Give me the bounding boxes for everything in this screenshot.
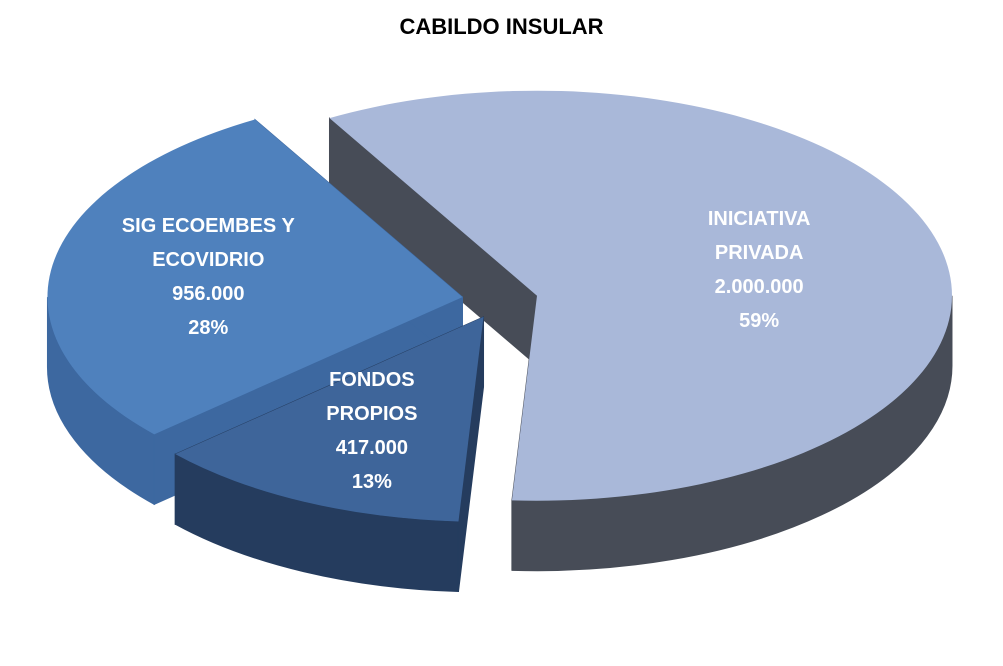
category-label: SIG ECOEMBES Y ECOVIDRIO	[121, 215, 295, 272]
slice	[329, 90, 952, 501]
data-label: INICIATIVA PRIVADA 2.000.000 59%	[684, 202, 834, 338]
slice	[175, 316, 484, 522]
percent-label: 59%	[739, 309, 780, 332]
value-label: 956.000	[172, 283, 245, 306]
slice	[47, 119, 463, 435]
slice-wall	[46, 297, 155, 506]
category-label: FONDOS PROPIOS	[326, 369, 418, 426]
data-label: FONDOS PROPIOS 417.000 13%	[297, 363, 447, 499]
data-label: SIG ECOEMBES Y ECOVIDRIO 956.000 28%	[108, 209, 308, 345]
percent-label: 28%	[188, 317, 229, 340]
value-label: 417.000	[335, 437, 409, 460]
chart-title: CABILDO INSULAR	[399, 14, 604, 39]
category-label: INICIATIVA PRIVADA	[707, 207, 811, 264]
percent-label: 13%	[351, 471, 392, 494]
value-label: 2.000.000	[714, 275, 804, 298]
